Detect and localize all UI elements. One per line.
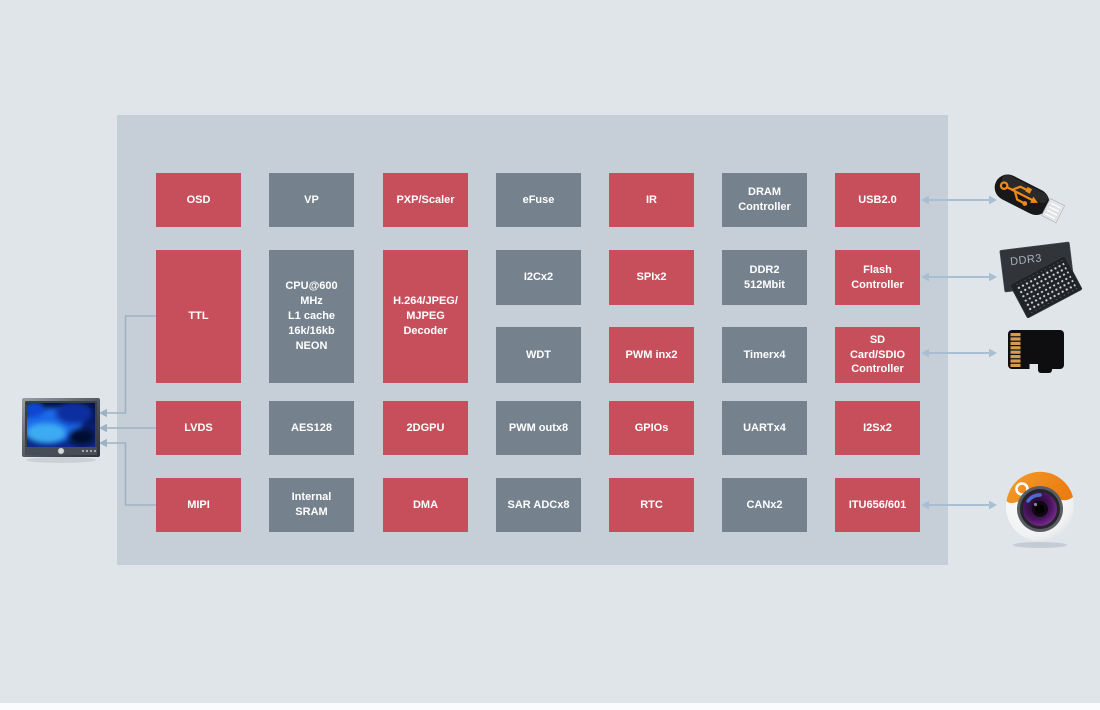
block-2dgpu: 2DGPU [383, 401, 468, 455]
block-usb2: USB2.0 [835, 173, 920, 227]
block-cpu: CPU@600 MHz L1 cache 16k/16kb NEON [269, 250, 354, 383]
block-can: CANx2 [722, 478, 807, 532]
block-h264-decoder: H.264/JPEG/ MJPEG Decoder [383, 250, 468, 383]
camera-image [1006, 471, 1074, 548]
block-mipi: MIPI [156, 478, 241, 532]
block-pwm-out: PWM outx8 [496, 401, 581, 455]
lcd-display-image [22, 398, 100, 463]
block-spi: SPIx2 [609, 250, 694, 305]
arrow-itu656-to-camera [921, 500, 997, 510]
block-internal-sram: Internal SRAM [269, 478, 354, 532]
arrow-sdio-to-sd-card [921, 348, 997, 358]
block-pwm-in: PWM inx2 [609, 327, 694, 383]
block-osd: OSD [156, 173, 241, 227]
block-ddr2: DDR2 512Mbit [722, 250, 807, 305]
arrow-flash-controller-to-memory-chip [921, 272, 997, 282]
block-aes128: AES128 [269, 401, 354, 455]
micro-sd-card-image [1008, 330, 1064, 373]
block-sd-sdio-controller: SD Card/SDIO Controller [835, 327, 920, 383]
block-ttl: TTL [156, 250, 241, 383]
memory-chips-image: DDR3 [999, 241, 1083, 318]
block-lvds: LVDS [156, 401, 241, 455]
block-efuse: eFuse [496, 173, 581, 227]
usb-flash-drive-image [994, 174, 1066, 224]
block-gpios: GPIOs [609, 401, 694, 455]
arrow-ttl-to-display [99, 315, 156, 418]
bottom-strip [0, 703, 1100, 710]
block-uart: UARTx4 [722, 401, 807, 455]
block-pxp-scaler: PXP/Scaler [383, 173, 468, 227]
block-dma: DMA [383, 478, 468, 532]
block-ir: IR [609, 173, 694, 227]
arrow-lvds-to-display [99, 423, 156, 433]
block-rtc: RTC [609, 478, 694, 532]
arrow-mipi-to-display [99, 438, 156, 506]
block-dram-controller: DRAM Controller [722, 173, 807, 227]
block-itu656-601: ITU656/601 [835, 478, 920, 532]
block-sar-adc: SAR ADCx8 [496, 478, 581, 532]
block-timer: Timerx4 [722, 327, 807, 383]
ddr3-chip-label: DDR3 [1009, 252, 1042, 268]
arrow-usb2-to-usb-drive [921, 195, 997, 205]
block-i2s: I2Sx2 [835, 401, 920, 455]
block-flash-controller: Flash Controller [835, 250, 920, 305]
block-i2c: I2Cx2 [496, 250, 581, 305]
block-wdt: WDT [496, 327, 581, 383]
block-vp: VP [269, 173, 354, 227]
